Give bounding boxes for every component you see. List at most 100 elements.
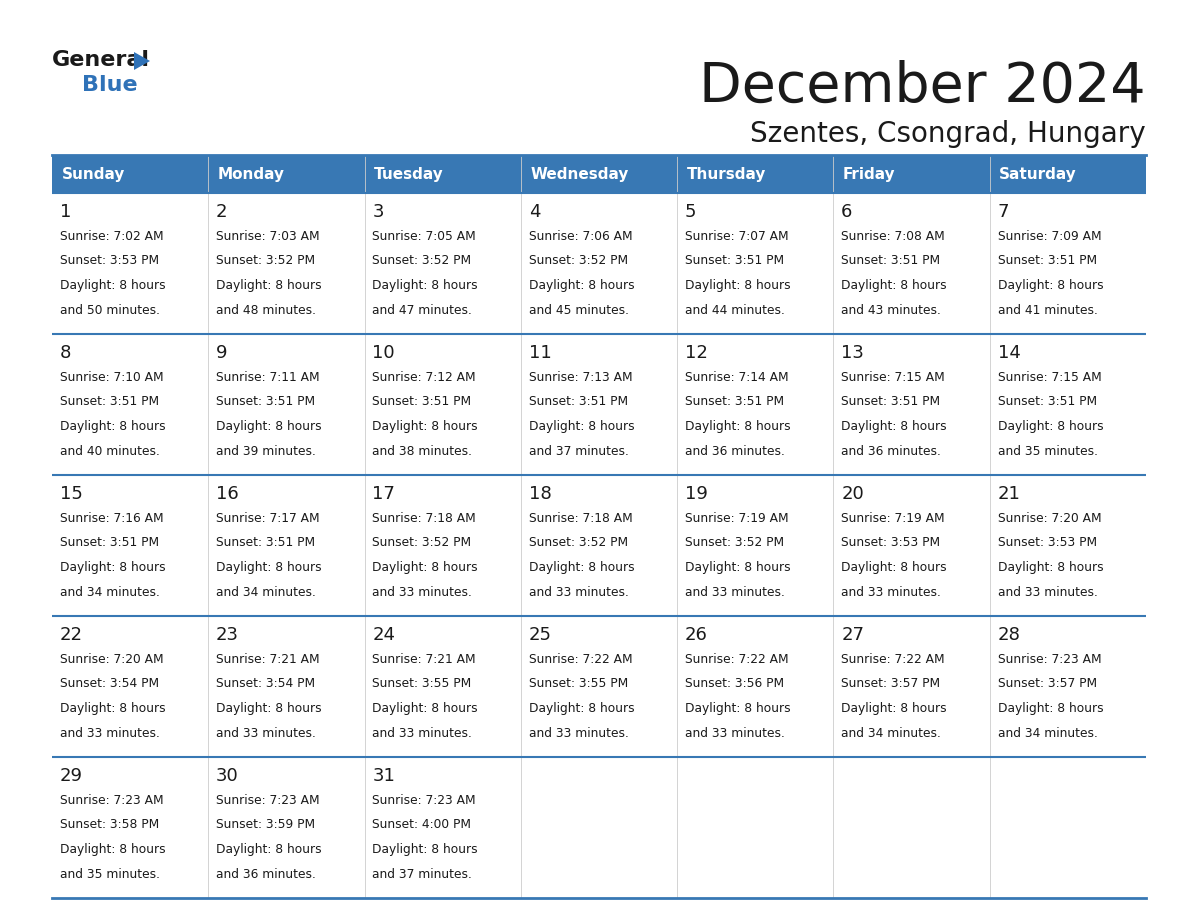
Bar bbox=[990, 616, 1146, 757]
Text: General: General bbox=[52, 50, 150, 70]
Bar bbox=[677, 193, 834, 334]
Bar bbox=[990, 475, 1146, 616]
Text: Sunset: 3:51 PM: Sunset: 3:51 PM bbox=[59, 396, 159, 409]
Text: Sunset: 3:51 PM: Sunset: 3:51 PM bbox=[685, 254, 784, 267]
Text: and 33 minutes.: and 33 minutes. bbox=[529, 727, 628, 740]
Text: Sunrise: 7:05 AM: Sunrise: 7:05 AM bbox=[372, 230, 476, 242]
Text: Sunrise: 7:18 AM: Sunrise: 7:18 AM bbox=[372, 511, 476, 525]
Text: Sunset: 3:56 PM: Sunset: 3:56 PM bbox=[685, 677, 784, 690]
Text: Daylight: 8 hours: Daylight: 8 hours bbox=[529, 561, 634, 574]
Text: Daylight: 8 hours: Daylight: 8 hours bbox=[685, 420, 790, 433]
Text: and 41 minutes.: and 41 minutes. bbox=[998, 304, 1098, 317]
Text: Daylight: 8 hours: Daylight: 8 hours bbox=[998, 420, 1104, 433]
Text: Sunset: 3:53 PM: Sunset: 3:53 PM bbox=[59, 254, 159, 267]
Text: Daylight: 8 hours: Daylight: 8 hours bbox=[372, 279, 478, 292]
Text: and 44 minutes.: and 44 minutes. bbox=[685, 304, 785, 317]
Bar bbox=[834, 616, 990, 757]
Text: Sunrise: 7:23 AM: Sunrise: 7:23 AM bbox=[59, 794, 164, 807]
Text: Daylight: 8 hours: Daylight: 8 hours bbox=[998, 561, 1104, 574]
Text: Sunset: 3:52 PM: Sunset: 3:52 PM bbox=[216, 254, 315, 267]
Bar bbox=[834, 334, 990, 475]
Text: Sunset: 3:51 PM: Sunset: 3:51 PM bbox=[59, 536, 159, 549]
Text: Wednesday: Wednesday bbox=[530, 166, 628, 182]
Text: 30: 30 bbox=[216, 767, 239, 785]
Text: Daylight: 8 hours: Daylight: 8 hours bbox=[372, 420, 478, 433]
Text: 9: 9 bbox=[216, 344, 228, 362]
Bar bbox=[520, 475, 677, 616]
Text: Sunrise: 7:02 AM: Sunrise: 7:02 AM bbox=[59, 230, 164, 242]
Bar bbox=[52, 757, 208, 898]
Text: Sunrise: 7:09 AM: Sunrise: 7:09 AM bbox=[998, 230, 1101, 242]
Bar bbox=[520, 193, 677, 334]
Text: December 2024: December 2024 bbox=[700, 60, 1146, 114]
Text: Sunset: 3:51 PM: Sunset: 3:51 PM bbox=[998, 396, 1097, 409]
Bar bbox=[52, 334, 208, 475]
Text: and 34 minutes.: and 34 minutes. bbox=[216, 586, 316, 599]
Text: and 48 minutes.: and 48 minutes. bbox=[216, 304, 316, 317]
Text: and 35 minutes.: and 35 minutes. bbox=[998, 444, 1098, 458]
Text: and 33 minutes.: and 33 minutes. bbox=[372, 586, 473, 599]
Bar bbox=[365, 616, 520, 757]
Text: Daylight: 8 hours: Daylight: 8 hours bbox=[59, 702, 165, 715]
Text: Sunset: 3:51 PM: Sunset: 3:51 PM bbox=[685, 396, 784, 409]
Text: 8: 8 bbox=[59, 344, 71, 362]
Text: and 37 minutes.: and 37 minutes. bbox=[372, 868, 473, 880]
Text: Sunset: 3:51 PM: Sunset: 3:51 PM bbox=[841, 254, 941, 267]
Bar bbox=[677, 475, 834, 616]
Text: Sunset: 3:59 PM: Sunset: 3:59 PM bbox=[216, 818, 315, 832]
Text: and 38 minutes.: and 38 minutes. bbox=[372, 444, 473, 458]
Text: 18: 18 bbox=[529, 485, 551, 503]
Bar bbox=[834, 193, 990, 334]
Text: Sunset: 3:58 PM: Sunset: 3:58 PM bbox=[59, 818, 159, 832]
Text: Daylight: 8 hours: Daylight: 8 hours bbox=[59, 420, 165, 433]
Text: 24: 24 bbox=[372, 626, 396, 644]
Text: Sunrise: 7:21 AM: Sunrise: 7:21 AM bbox=[372, 653, 476, 666]
Text: Sunrise: 7:03 AM: Sunrise: 7:03 AM bbox=[216, 230, 320, 242]
Text: 16: 16 bbox=[216, 485, 239, 503]
Text: 12: 12 bbox=[685, 344, 708, 362]
Bar bbox=[834, 757, 990, 898]
Bar bbox=[208, 334, 365, 475]
Text: Daylight: 8 hours: Daylight: 8 hours bbox=[841, 420, 947, 433]
Text: Sunrise: 7:06 AM: Sunrise: 7:06 AM bbox=[529, 230, 632, 242]
Text: and 37 minutes.: and 37 minutes. bbox=[529, 444, 628, 458]
Text: 23: 23 bbox=[216, 626, 239, 644]
Bar bbox=[990, 334, 1146, 475]
Text: 3: 3 bbox=[372, 203, 384, 221]
Text: and 35 minutes.: and 35 minutes. bbox=[59, 868, 160, 880]
Polygon shape bbox=[134, 52, 150, 70]
Bar bbox=[990, 193, 1146, 334]
Text: Sunset: 3:51 PM: Sunset: 3:51 PM bbox=[216, 396, 315, 409]
Text: Daylight: 8 hours: Daylight: 8 hours bbox=[685, 561, 790, 574]
Bar bbox=[365, 155, 520, 193]
Text: Sunday: Sunday bbox=[62, 166, 125, 182]
Bar bbox=[52, 193, 208, 334]
Text: Daylight: 8 hours: Daylight: 8 hours bbox=[372, 561, 478, 574]
Text: 6: 6 bbox=[841, 203, 853, 221]
Text: Friday: Friday bbox=[842, 166, 896, 182]
Text: Daylight: 8 hours: Daylight: 8 hours bbox=[841, 702, 947, 715]
Text: Daylight: 8 hours: Daylight: 8 hours bbox=[216, 420, 322, 433]
Text: Sunrise: 7:20 AM: Sunrise: 7:20 AM bbox=[59, 653, 164, 666]
Bar bbox=[365, 475, 520, 616]
Text: 20: 20 bbox=[841, 485, 864, 503]
Text: 5: 5 bbox=[685, 203, 696, 221]
Text: Sunrise: 7:12 AM: Sunrise: 7:12 AM bbox=[372, 371, 476, 384]
Text: 4: 4 bbox=[529, 203, 541, 221]
Bar bbox=[677, 155, 834, 193]
Text: Sunrise: 7:07 AM: Sunrise: 7:07 AM bbox=[685, 230, 789, 242]
Text: and 33 minutes.: and 33 minutes. bbox=[998, 586, 1098, 599]
Text: Sunrise: 7:13 AM: Sunrise: 7:13 AM bbox=[529, 371, 632, 384]
Text: and 36 minutes.: and 36 minutes. bbox=[841, 444, 941, 458]
Text: Sunset: 3:57 PM: Sunset: 3:57 PM bbox=[998, 677, 1097, 690]
Text: 2: 2 bbox=[216, 203, 228, 221]
Text: Sunset: 3:53 PM: Sunset: 3:53 PM bbox=[998, 536, 1097, 549]
Text: Sunset: 3:51 PM: Sunset: 3:51 PM bbox=[529, 396, 627, 409]
Text: 26: 26 bbox=[685, 626, 708, 644]
Text: Daylight: 8 hours: Daylight: 8 hours bbox=[529, 702, 634, 715]
Bar bbox=[677, 334, 834, 475]
Bar bbox=[208, 193, 365, 334]
Text: and 33 minutes.: and 33 minutes. bbox=[372, 727, 473, 740]
Text: Sunrise: 7:22 AM: Sunrise: 7:22 AM bbox=[841, 653, 944, 666]
Bar bbox=[208, 475, 365, 616]
